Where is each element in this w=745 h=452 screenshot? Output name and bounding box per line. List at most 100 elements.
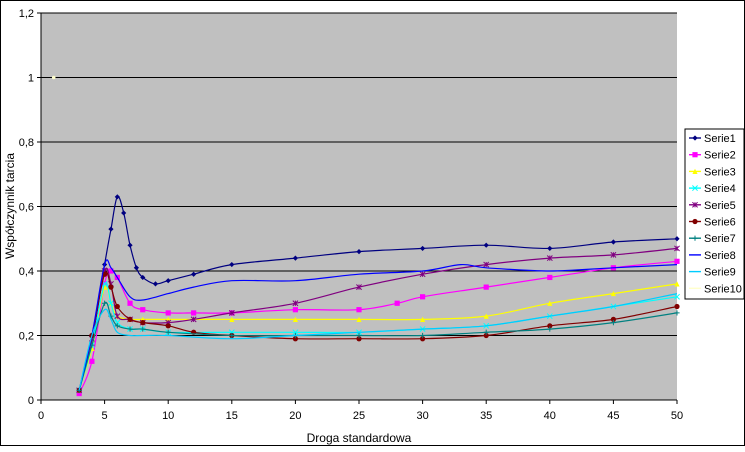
series-line <box>78 259 678 391</box>
data-point <box>610 239 616 245</box>
series-9 <box>78 293 678 391</box>
x-axis-label: Droga standardowa <box>307 431 412 445</box>
data-point <box>292 316 298 322</box>
data-point <box>108 268 114 274</box>
data-point <box>108 284 114 290</box>
data-point <box>420 316 426 322</box>
data-point <box>191 271 197 277</box>
data-point <box>165 329 171 335</box>
data-point <box>165 323 171 329</box>
data-point <box>610 316 617 322</box>
data-point <box>356 284 362 291</box>
data-point <box>547 326 553 332</box>
data-point <box>420 336 426 342</box>
y-tick-label: 0,2 <box>19 331 34 343</box>
y-tick-label: 0,6 <box>19 202 34 214</box>
legend-label: Serie9 <box>704 267 736 279</box>
x-tick-label: 10 <box>162 410 174 422</box>
legend-label: Serie6 <box>704 217 736 229</box>
data-point <box>356 336 362 342</box>
data-point <box>692 201 698 208</box>
data-point <box>420 294 426 300</box>
data-point <box>547 300 553 306</box>
data-point <box>127 316 133 322</box>
data-point <box>229 316 235 322</box>
x-tick-label: 40 <box>544 410 556 422</box>
data-point <box>292 300 299 307</box>
data-point <box>546 255 553 262</box>
data-point <box>356 307 362 313</box>
data-point <box>420 245 426 252</box>
legend-label: Serie8 <box>704 250 736 262</box>
y-tick-label: 0,8 <box>19 137 34 149</box>
data-point <box>674 236 680 242</box>
y-tick-label: 1,2 <box>19 8 34 20</box>
data-point <box>114 313 121 320</box>
data-point <box>547 323 553 329</box>
data-point <box>692 152 698 158</box>
x-tick-label: 0 <box>38 410 44 422</box>
data-point <box>483 261 490 268</box>
legend-label: Serie2 <box>704 150 736 162</box>
data-point <box>483 313 489 319</box>
legend-label: Serie3 <box>704 166 736 178</box>
series-10 <box>51 75 56 80</box>
legend-label: Serie7 <box>704 233 736 245</box>
data-point <box>356 249 362 255</box>
data-point <box>483 284 489 290</box>
legend-label: Serie4 <box>704 183 736 195</box>
data-point <box>674 258 680 264</box>
series-line <box>78 293 678 391</box>
x-tick-label: 30 <box>416 410 428 422</box>
data-point <box>140 274 146 281</box>
data-point <box>140 320 146 326</box>
data-point <box>292 329 299 336</box>
x-tick-label: 25 <box>353 410 365 422</box>
series-group <box>51 75 680 397</box>
data-point <box>229 332 235 339</box>
data-point <box>420 332 426 339</box>
data-point <box>483 332 489 339</box>
data-point <box>610 320 616 326</box>
data-point <box>394 300 400 306</box>
data-point <box>190 316 197 323</box>
data-point <box>483 242 489 248</box>
data-point <box>108 300 114 307</box>
data-point <box>610 251 617 258</box>
series-line <box>78 247 678 391</box>
data-point <box>165 278 171 284</box>
data-point <box>547 245 553 252</box>
data-point <box>76 390 82 397</box>
data-point <box>356 316 362 322</box>
y-tick-label: 0 <box>28 395 34 407</box>
legend-label: Serie1 <box>704 133 736 145</box>
data-point <box>610 290 616 297</box>
y-tick-label: 1 <box>28 73 34 85</box>
data-point <box>89 358 95 364</box>
series-line <box>78 301 678 391</box>
legend-label: Serie10 <box>704 283 742 295</box>
data-point <box>114 303 120 310</box>
data-point <box>108 226 114 232</box>
legend-label: Serie5 <box>704 200 736 212</box>
data-point <box>292 336 298 342</box>
data-point <box>692 168 698 174</box>
x-tick-label: 5 <box>102 410 108 422</box>
data-point <box>674 303 680 310</box>
data-point <box>133 265 139 271</box>
data-point <box>674 281 680 287</box>
data-point <box>140 326 146 332</box>
data-point <box>228 309 235 316</box>
x-tick-label: 35 <box>480 410 492 422</box>
data-point <box>229 261 235 268</box>
data-point <box>114 323 120 329</box>
data-point <box>127 300 133 306</box>
data-point <box>483 329 489 335</box>
data-point <box>292 307 298 313</box>
y-tick-label: 0,4 <box>19 266 34 278</box>
data-point <box>140 307 146 313</box>
x-tick-label: 50 <box>671 410 683 422</box>
data-point <box>692 185 698 192</box>
legend: Serie1 Serie2 Serie3 Serie4 Serie5 Serie6 Seri… <box>684 128 745 300</box>
